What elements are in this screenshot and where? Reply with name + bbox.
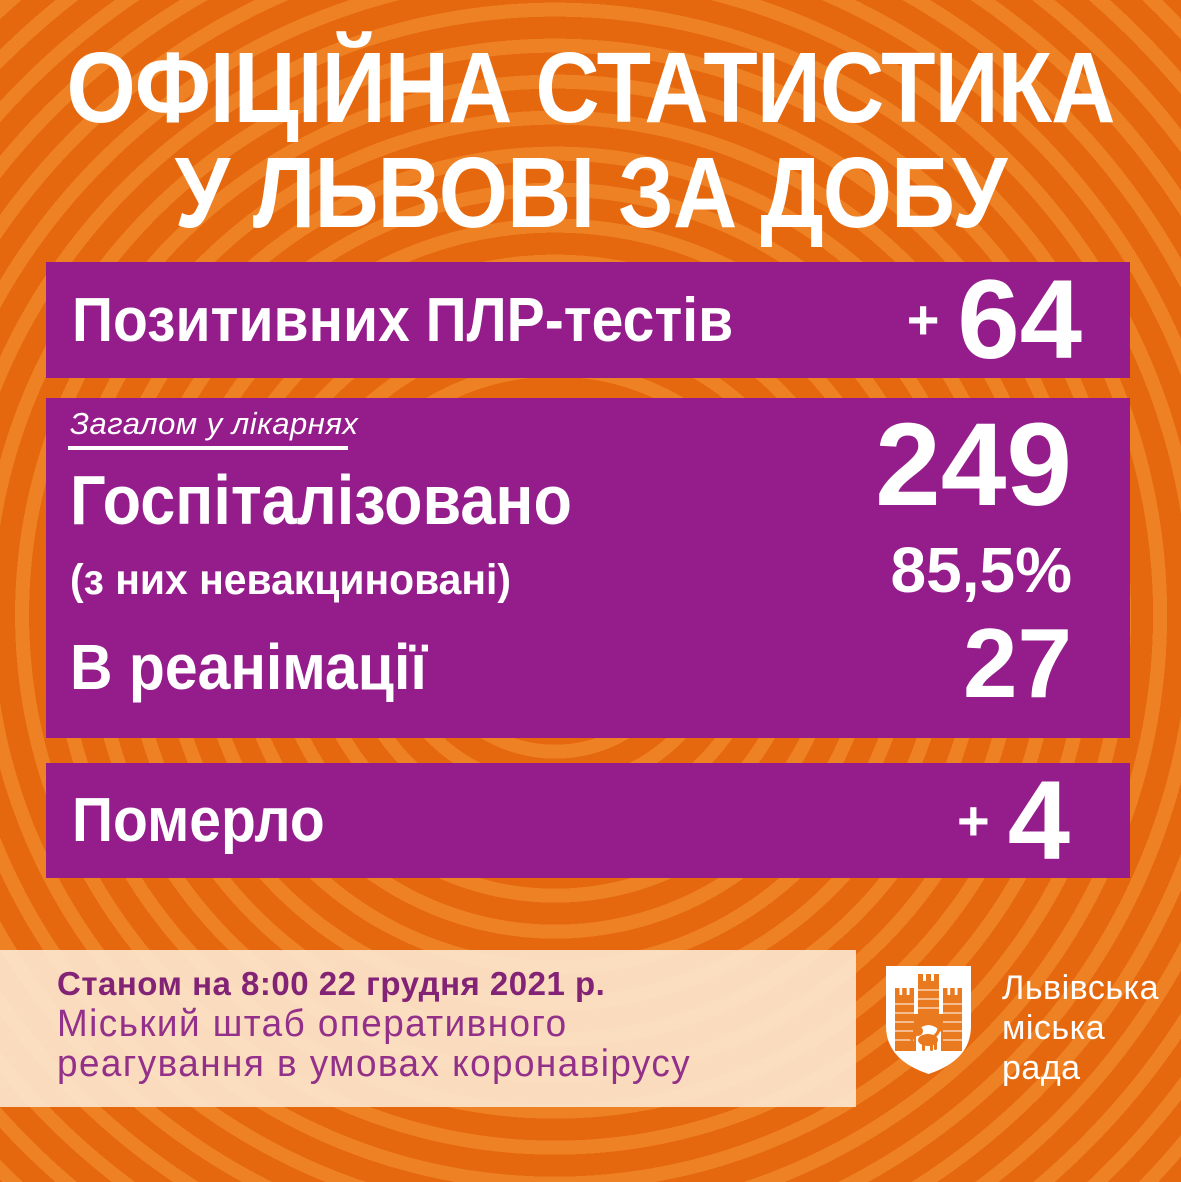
- hospital-card: Загалом у лікарнях Госпіталізовано 249 (…: [46, 398, 1130, 738]
- deaths-card: Померло + 4: [46, 763, 1130, 878]
- logo-line-1: Львівська: [1002, 969, 1160, 1007]
- page-title: ОФІЦІЙНА СТАТИСТИКА У ЛЬВОВІ ЗА ДОБУ: [65, 36, 1116, 246]
- logo-line-3: рада: [1002, 1049, 1081, 1087]
- pcr-tests-value-group: + 64: [907, 264, 1082, 376]
- org-line-1: Міський штаб оперативного: [57, 1003, 568, 1045]
- section-underline: [68, 446, 348, 450]
- report-datetime: Станом на 8:00 22 грудня 2021 р.: [57, 965, 606, 1002]
- lviv-city-council-logo: Львівська міська рада: [880, 964, 1180, 1087]
- hospitalized-value: 249: [875, 399, 1072, 531]
- logo-text: Львівська міська рада: [1002, 968, 1159, 1088]
- unvaccinated-value: 85,5%: [890, 534, 1072, 606]
- hospitalized-label: Госпіталізовано: [70, 461, 572, 539]
- unvaccinated-label: (з них невакциновані): [70, 556, 512, 604]
- hospital-section-label: Загалом у лікарнях: [70, 406, 359, 441]
- lviv-coat-of-arms-icon: [886, 966, 971, 1074]
- icu-label: В реанімації: [70, 631, 427, 703]
- title-line-2: У ЛЬВОВІ ЗА ДОБУ: [174, 137, 1008, 249]
- pcr-tests-value: 64: [957, 257, 1082, 382]
- pcr-plus-sign: +: [906, 288, 940, 351]
- lion-icon: [910, 1023, 941, 1051]
- title-line-1: ОФІЦІЙНА СТАТИСТИКА: [66, 32, 1116, 144]
- deaths-plus-sign: +: [957, 788, 990, 852]
- logo-line-2: міська: [1002, 1009, 1106, 1047]
- deaths-label: Померло: [72, 786, 325, 855]
- deaths-value-group: + 4: [957, 757, 1070, 883]
- deaths-value: 4: [1007, 757, 1070, 883]
- pcr-tests-label: Позитивних ПЛР-тестів: [72, 285, 734, 355]
- footer-info-box: Станом на 8:00 22 грудня 2021 р. Міський…: [0, 950, 856, 1107]
- icu-value: 27: [962, 608, 1072, 718]
- org-line-2: реагування в умовах коронавірусу: [57, 1043, 692, 1085]
- pcr-tests-card: Позитивних ПЛР-тестів + 64: [46, 262, 1130, 378]
